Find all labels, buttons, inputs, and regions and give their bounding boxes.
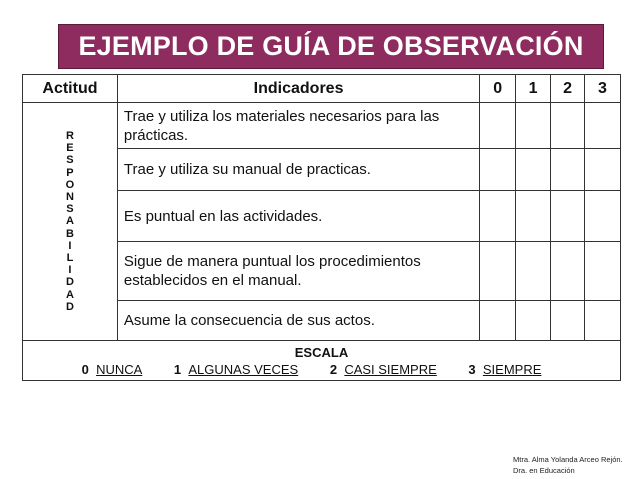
scale-value: 1 xyxy=(173,361,182,377)
score-cell[interactable] xyxy=(515,300,552,341)
actitud-letter: L xyxy=(66,252,74,264)
scale-label: ALGUNAS VECES xyxy=(188,361,299,377)
score-cell[interactable] xyxy=(479,148,517,191)
credit-name: Mtra. Alma Yolanda Arceo Rejón. xyxy=(513,455,623,464)
scale-label: SIEMPRE xyxy=(482,361,542,377)
header-score-2: 2 xyxy=(550,74,586,103)
scale-row: ESCALA 0 NUNCA 1 ALGUNAS VECES 2 CASI SI… xyxy=(22,340,621,381)
scale-items: 0 NUNCA 1 ALGUNAS VECES 2 CASI SIEMPRE 3… xyxy=(23,361,620,378)
header-score-1: 1 xyxy=(515,74,552,103)
score-cell[interactable] xyxy=(479,300,517,341)
actitud-letter: A xyxy=(65,288,74,301)
score-cell[interactable] xyxy=(584,102,621,149)
credit-degree: Dra. en Educación xyxy=(513,466,575,475)
table-row: Es puntual en las actividades. xyxy=(23,190,621,242)
actitud-letter: I xyxy=(68,264,72,277)
score-cell[interactable] xyxy=(550,148,586,191)
scale-value: 3 xyxy=(468,361,476,377)
header-row: Actitud Indicadores 0 1 2 3 xyxy=(22,74,621,103)
scale-value: 2 xyxy=(329,361,338,377)
scale-label: NUNCA xyxy=(96,361,143,377)
actitud-letter: O xyxy=(65,178,75,191)
actitud-letter: R xyxy=(65,129,74,142)
actitud-letter: I xyxy=(68,239,72,252)
scale-cell: ESCALA 0 NUNCA 1 ALGUNAS VECES 2 CASI SI… xyxy=(22,340,621,381)
table-row: Trae y utiliza su manual de practicas. xyxy=(23,148,621,191)
score-cell[interactable] xyxy=(584,148,621,191)
indicator-cell: Trae y utiliza los materiales necesarios… xyxy=(116,102,481,149)
score-cell[interactable] xyxy=(479,241,517,301)
score-cell[interactable] xyxy=(584,190,621,242)
scale-value: 0 xyxy=(81,361,89,377)
score-cell[interactable] xyxy=(584,300,621,341)
indicator-cell: Sigue de manera puntual los procedimient… xyxy=(116,241,481,301)
table-row: Sigue de manera puntual los procedimient… xyxy=(23,241,621,301)
score-cell[interactable] xyxy=(479,190,517,242)
score-cell[interactable] xyxy=(550,300,586,341)
score-cell[interactable] xyxy=(479,102,517,149)
score-cell[interactable] xyxy=(515,190,552,242)
score-cell[interactable] xyxy=(515,148,552,191)
actitud-letter: D xyxy=(65,300,74,313)
actitud-letter: S xyxy=(66,203,74,216)
score-cell[interactable] xyxy=(550,190,586,242)
indicator-cell: Es puntual en las actividades. xyxy=(116,190,481,242)
header-actitud: Actitud xyxy=(22,74,118,103)
actitud-letter: S xyxy=(66,154,74,167)
actitud-letter: N xyxy=(65,190,74,203)
actitud-letter: D xyxy=(65,276,74,289)
author-credit: Mtra. Alma Yolanda Arceo Rejón. Dra. en … xyxy=(513,454,623,476)
score-cell[interactable] xyxy=(584,241,621,301)
header-score-0: 0 xyxy=(479,74,517,103)
header-score-3: 3 xyxy=(584,74,621,103)
score-cell[interactable] xyxy=(515,241,552,301)
indicator-cell: Trae y utiliza su manual de practicas. xyxy=(116,148,481,191)
actitud-letter: B xyxy=(65,227,74,240)
indicator-cell: Asume la consecuencia de sus actos. xyxy=(116,300,481,341)
actitud-letter: P xyxy=(66,166,74,179)
scale-title: ESCALA xyxy=(294,344,349,360)
actitud-letter: A xyxy=(65,215,74,228)
score-cell[interactable] xyxy=(550,102,586,149)
score-cell[interactable] xyxy=(515,102,552,149)
header-indicadores: Indicadores xyxy=(116,74,481,103)
actitud-letter: E xyxy=(66,142,74,155)
scale-label: CASI SIEMPRE xyxy=(344,361,437,377)
score-cell[interactable] xyxy=(550,241,586,301)
page-title: EJEMPLO DE GUÍA DE OBSERVACIÓN xyxy=(58,24,604,69)
